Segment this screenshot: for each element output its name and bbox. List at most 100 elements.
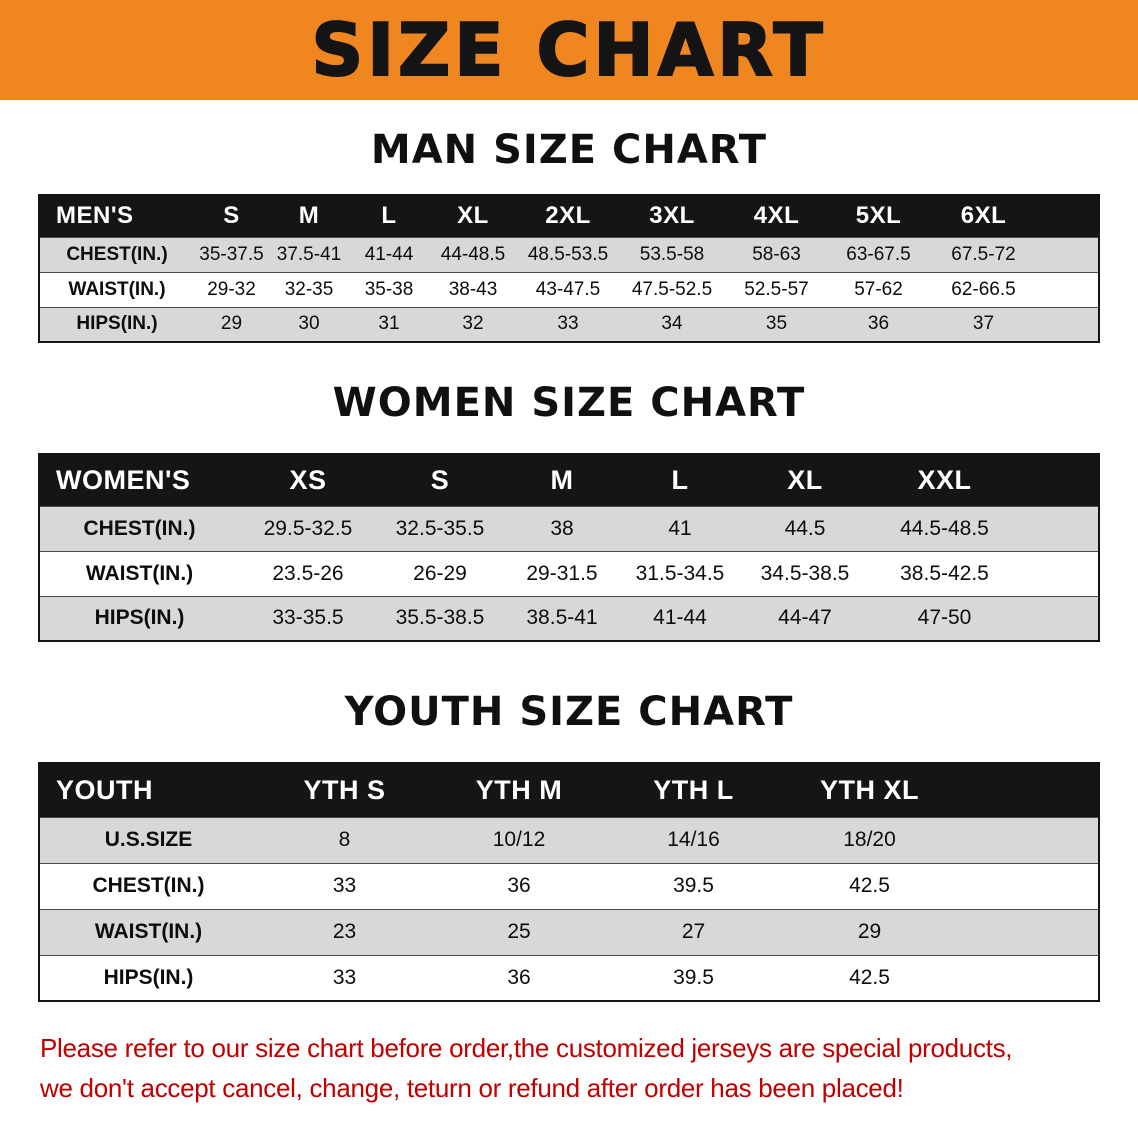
size-value: 35 (725, 306, 828, 342)
men-size-header: 6XL (929, 195, 1099, 237)
size-value: 33 (257, 862, 432, 909)
size-value: 36 (432, 862, 606, 909)
women-size-table: WOMEN'S XS S M L XL XXL CHEST(IN.) 29.5-… (38, 453, 1100, 642)
women-size-header: XL (739, 454, 871, 506)
youth-waist-row: WAIST(IN.) 23 25 27 29 (39, 908, 1099, 955)
size-value: 44-48.5 (429, 236, 517, 272)
row-label: CHEST(IN.) (39, 505, 239, 551)
size-value: 35.5-38.5 (377, 595, 503, 641)
size-value: 41-44 (621, 595, 739, 641)
size-value: 34.5-38.5 (739, 550, 871, 596)
youth-size-header: YTH S (257, 763, 432, 817)
youth-size-header: YTH L (606, 763, 781, 817)
size-value: 32 (429, 306, 517, 342)
banner: SIZE CHART (0, 0, 1138, 100)
youth-section: YOUTH SIZE CHART YOUTH YTH S YTH M YTH L… (0, 688, 1138, 1002)
size-chart-page: SIZE CHART MAN SIZE CHART MEN'S S M L XL… (0, 0, 1138, 1108)
size-value: 42.5 (781, 862, 1099, 909)
size-value: 36 (828, 306, 929, 342)
women-section: WOMEN SIZE CHART WOMEN'S XS S M L XL XXL… (0, 379, 1138, 642)
size-value: 39.5 (606, 862, 781, 909)
row-label: CHEST(IN.) (39, 862, 257, 909)
size-value: 57-62 (828, 271, 929, 307)
size-value: 18/20 (781, 816, 1099, 863)
men-table-title: MEN'S (39, 195, 194, 237)
row-label: CHEST(IN.) (39, 236, 194, 272)
women-size-header: XXL (871, 454, 1099, 506)
size-value: 67.5-72 (929, 236, 1099, 272)
women-hips-row: HIPS(IN.) 33-35.5 35.5-38.5 38.5-41 41-4… (39, 595, 1099, 641)
size-value: 58-63 (725, 236, 828, 272)
men-section: MAN SIZE CHART MEN'S S M L XL 2XL 3XL 4X… (0, 126, 1138, 343)
women-waist-row: WAIST(IN.) 23.5-26 26-29 29-31.5 31.5-34… (39, 550, 1099, 596)
size-value: 29 (194, 306, 269, 342)
size-value: 41 (621, 505, 739, 551)
disclaimer-line-2: we don't accept cancel, change, teturn o… (40, 1073, 904, 1103)
men-section-heading: MAN SIZE CHART (370, 127, 768, 173)
youth-size-header: YTH M (432, 763, 606, 817)
row-label: WAIST(IN.) (39, 271, 194, 307)
women-size-header: XS (239, 454, 377, 506)
men-chest-row: CHEST(IN.) 35-37.5 37.5-41 41-44 44-48.5… (39, 236, 1099, 272)
size-value: 43-47.5 (517, 271, 619, 307)
size-value: 38-43 (429, 271, 517, 307)
size-value: 10/12 (432, 816, 606, 863)
size-value: 42.5 (781, 954, 1099, 1001)
women-size-header: S (377, 454, 503, 506)
size-value: 37 (929, 306, 1099, 342)
size-value: 63-67.5 (828, 236, 929, 272)
size-value: 23 (257, 908, 432, 955)
men-size-header: L (349, 195, 429, 237)
youth-table-title: YOUTH (39, 763, 257, 817)
size-value: 27 (606, 908, 781, 955)
row-label: U.S.SIZE (39, 816, 257, 863)
size-value: 47-50 (871, 595, 1099, 641)
size-value: 47.5-52.5 (619, 271, 725, 307)
size-value: 44.5-48.5 (871, 505, 1099, 551)
size-value: 31.5-34.5 (621, 550, 739, 596)
youth-size-header: YTH XL (781, 763, 1099, 817)
size-value: 48.5-53.5 (517, 236, 619, 272)
size-value: 34 (619, 306, 725, 342)
men-size-header: 4XL (725, 195, 828, 237)
size-value: 33 (517, 306, 619, 342)
size-value: 38 (503, 505, 621, 551)
youth-section-heading: YOUTH SIZE CHART (344, 689, 794, 735)
size-value: 53.5-58 (619, 236, 725, 272)
size-value: 38.5-41 (503, 595, 621, 641)
size-value: 44-47 (739, 595, 871, 641)
size-value: 41-44 (349, 236, 429, 272)
women-chest-row: CHEST(IN.) 29.5-32.5 32.5-35.5 38 41 44.… (39, 505, 1099, 551)
size-value: 8 (257, 816, 432, 863)
men-size-header: 3XL (619, 195, 725, 237)
men-size-header: M (269, 195, 349, 237)
size-value: 29.5-32.5 (239, 505, 377, 551)
size-value: 29 (781, 908, 1099, 955)
row-label: HIPS(IN.) (39, 306, 194, 342)
size-value: 52.5-57 (725, 271, 828, 307)
size-value: 33 (257, 954, 432, 1001)
size-value: 31 (349, 306, 429, 342)
youth-hips-row: HIPS(IN.) 33 36 39.5 42.5 (39, 954, 1099, 1001)
size-value: 26-29 (377, 550, 503, 596)
men-size-header: 2XL (517, 195, 619, 237)
size-value: 32-35 (269, 271, 349, 307)
men-waist-row: WAIST(IN.) 29-32 32-35 35-38 38-43 43-47… (39, 271, 1099, 307)
size-value: 29-31.5 (503, 550, 621, 596)
row-label: HIPS(IN.) (39, 954, 257, 1001)
youth-chest-row: CHEST(IN.) 33 36 39.5 42.5 (39, 862, 1099, 909)
row-label: WAIST(IN.) (39, 550, 239, 596)
size-value: 23.5-26 (239, 550, 377, 596)
disclaimer-line-1: Please refer to our size chart before or… (40, 1033, 1013, 1063)
men-size-header: XL (429, 195, 517, 237)
size-value: 14/16 (606, 816, 781, 863)
disclaimer: Please refer to our size chart before or… (40, 1028, 1118, 1108)
women-size-header: M (503, 454, 621, 506)
men-size-table: MEN'S S M L XL 2XL 3XL 4XL 5XL 6XL CHEST… (38, 194, 1100, 343)
row-label: WAIST(IN.) (39, 908, 257, 955)
women-section-heading: WOMEN SIZE CHART (332, 380, 806, 426)
size-value: 32.5-35.5 (377, 505, 503, 551)
youth-ussize-row: U.S.SIZE 8 10/12 14/16 18/20 (39, 816, 1099, 863)
women-table-title: WOMEN'S (39, 454, 239, 506)
size-value: 35-38 (349, 271, 429, 307)
